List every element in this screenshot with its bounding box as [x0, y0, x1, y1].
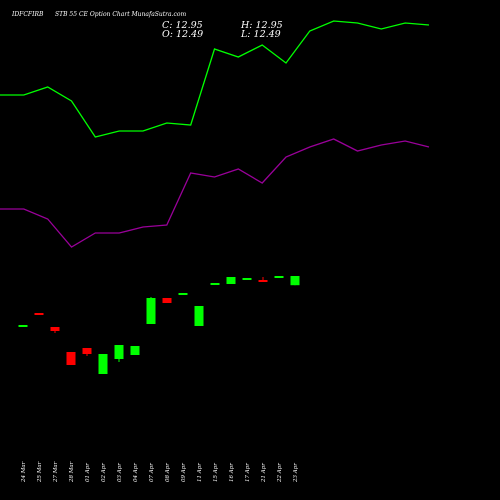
x-tick-label: 03 Apr [117, 463, 123, 482]
candle-10 [178, 293, 188, 295]
close-value: C: 12.95 [162, 20, 203, 31]
x-tick-label: 04 Apr [133, 463, 139, 482]
candle-body [66, 352, 76, 365]
candle-body [226, 277, 236, 284]
candle-body [50, 327, 60, 331]
candle-5 [98, 354, 108, 374]
low-value: L: 12.49 [241, 29, 281, 40]
candle-13 [226, 277, 236, 284]
candle-body [114, 345, 124, 359]
candle-body [258, 280, 268, 282]
candle-2 [50, 327, 60, 333]
candle-16 [274, 276, 284, 278]
candle-6 [114, 345, 124, 362]
x-tick-label: 09 Apr [181, 463, 187, 482]
indicator-lines [0, 20, 430, 248]
x-tick-label: 07 Apr [149, 463, 155, 482]
candle-body [162, 298, 172, 303]
candle-body [194, 306, 204, 326]
candle-12 [210, 283, 220, 285]
lower-band-line [0, 138, 430, 248]
candle-body [210, 283, 220, 285]
candle-body [274, 276, 284, 278]
candle-7 [130, 346, 140, 355]
candle-17 [290, 276, 300, 286]
x-tick-label: 01 Apr [85, 463, 91, 482]
candles [18, 276, 300, 374]
x-tick-label: 22 Apr [277, 463, 283, 483]
candle-body [242, 278, 252, 280]
x-tick-label: 23 Apr [293, 463, 299, 483]
x-tick-label: 25 Mar [37, 461, 43, 483]
upper-band-line [0, 20, 430, 138]
candle-body [34, 313, 44, 315]
x-tick-label: 17 Apr [245, 463, 251, 482]
chart-subtitle: STB 55 CE Option Chart MunafaSutra.com [55, 11, 187, 18]
x-tick-label: 11 Apr [197, 463, 203, 482]
candle-body [146, 298, 156, 324]
symbol-label: IDFCFIRB [12, 11, 44, 18]
candle-body [18, 325, 28, 327]
candle-3 [66, 352, 76, 365]
candle-8 [146, 297, 156, 324]
x-tick-label: 21 Apr [261, 463, 267, 483]
candle-1 [34, 313, 44, 315]
candle-15 [258, 277, 268, 282]
x-tick-label: 15 Apr [213, 463, 219, 482]
candle-0 [18, 325, 28, 327]
candle-body [98, 354, 108, 374]
x-tick-label: 27 Mar [53, 461, 59, 483]
x-tick-label: 24 Mar [21, 461, 27, 483]
open-value: O: 12.49 [162, 29, 204, 40]
candle-body [82, 348, 92, 354]
x-tick-label: 16 Apr [229, 463, 235, 482]
high-value: H: 12.95 [241, 20, 283, 31]
candle-14 [242, 278, 252, 280]
x-tick-label: 28 Mar [69, 461, 75, 483]
x-tick-label: 02 Apr [101, 463, 107, 482]
candle-body [178, 293, 188, 295]
candle-body [290, 276, 300, 286]
candle-9 [162, 298, 172, 303]
candle-4 [82, 348, 92, 356]
x-tick-label: 08 Apr [165, 463, 171, 482]
candle-body [130, 346, 140, 355]
candle-11 [194, 306, 204, 326]
x-axis-labels: 24 Mar 25 Mar 27 Mar 28 Mar 01 Apr 02 Apr 03 A… [21, 461, 299, 483]
